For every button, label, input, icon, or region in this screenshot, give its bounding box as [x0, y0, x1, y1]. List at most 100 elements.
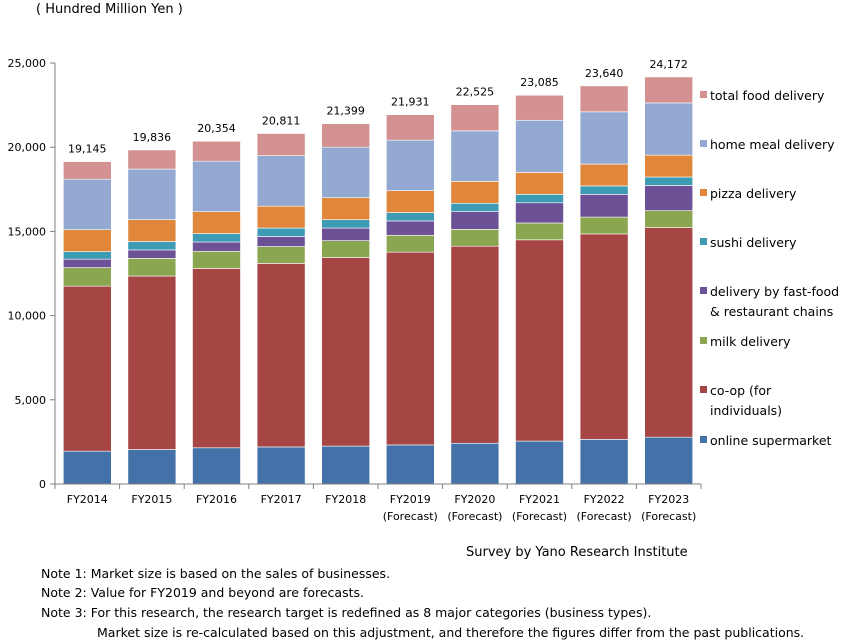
bar-segment [321, 197, 371, 220]
bar-segment [515, 222, 564, 241]
total-value-label: 19,145 [68, 143, 107, 156]
bar-segment [385, 444, 435, 485]
total-value-label: 22,525 [456, 86, 495, 99]
x-tick-label: FY2016 [196, 493, 237, 506]
bar-segment [62, 285, 112, 452]
bar-segment [579, 439, 629, 485]
legend: total food delivery home meal delivery piz… [700, 88, 839, 448]
bar-segment [644, 210, 694, 228]
bar-segment [644, 102, 694, 156]
x-tick-label: FY2017 [261, 493, 302, 506]
bar-segment [127, 219, 177, 242]
y-tick-label: 25,000 [8, 57, 47, 70]
bar-segment [321, 445, 371, 485]
bar-segment [450, 211, 500, 230]
bar-segment [192, 241, 241, 252]
bar-segment [127, 249, 177, 259]
bar-segment [515, 202, 564, 224]
bar-segment [579, 163, 629, 187]
bar-segment [256, 133, 306, 156]
bar-segment [385, 114, 435, 141]
legend-label: co-op (for [710, 383, 772, 398]
total-value-label: 23,640 [585, 67, 624, 80]
x-tick-sublabel: (Forecast) [383, 510, 438, 523]
bar-segment [385, 139, 435, 191]
legend-label: individuals) [710, 403, 782, 418]
legend-label: total food delivery [710, 88, 825, 103]
legend-swatch [700, 386, 707, 393]
bar-segment [62, 267, 112, 287]
bar-segment [385, 190, 435, 213]
bar-segment [127, 241, 177, 251]
x-tick-label: FY2020 [454, 493, 495, 506]
legend-label: milk delivery [710, 334, 791, 349]
legend-label: pizza delivery [710, 186, 797, 201]
x-tick-label: FY2018 [325, 493, 366, 506]
note-3-continued: Market size is re-calculated based on th… [97, 625, 805, 640]
total-value-label: 19,836 [133, 131, 172, 144]
bar-segment [515, 94, 564, 121]
x-tick-label: FY2023 [648, 493, 689, 506]
bar-segment [256, 246, 306, 264]
legend-swatch [700, 91, 707, 98]
x-tick-sublabel: (Forecast) [512, 510, 567, 523]
bar-segment [385, 212, 435, 222]
y-tick-label: 15,000 [8, 225, 47, 238]
bar-segment [515, 172, 564, 195]
bar-segment [321, 219, 371, 229]
x-tick-label: FY2019 [390, 493, 431, 506]
legend-swatch [700, 189, 707, 196]
bar-segment [321, 240, 371, 258]
bar-segment [127, 275, 177, 450]
legend-swatch [700, 140, 707, 147]
bar-segment [321, 257, 371, 447]
y-tick-label: 10,000 [8, 310, 47, 323]
bar-segment [450, 229, 500, 247]
bar-segment [644, 227, 694, 438]
y-tick-label: 5,000 [15, 394, 47, 407]
bar-segment [321, 123, 371, 148]
bar-segment [127, 168, 177, 220]
legend-label: & restaurant chains [710, 304, 833, 319]
bar-segment [192, 268, 241, 449]
bar-segment [579, 85, 629, 113]
stacked-bar-chart: 19,145 19,836 20,354 20,811 21,399 21,931 22,5… [8, 57, 840, 523]
bar-segment [62, 178, 112, 231]
bar-segment [62, 251, 112, 260]
bar-segment [62, 229, 112, 252]
legend-label: home meal delivery [710, 137, 835, 152]
bar-segment [579, 233, 629, 440]
bar-segment [321, 227, 371, 241]
bar-segment [644, 176, 694, 186]
note-3: Note 3: For this research, the research … [41, 605, 652, 620]
source-credit: Survey by Yano Research Institute [466, 545, 688, 560]
legend-swatch [700, 238, 707, 245]
bar-segment [579, 111, 629, 165]
bar-segment [450, 442, 500, 485]
bar-segment [127, 449, 177, 485]
bar-segment [579, 216, 629, 235]
bar-segment [450, 202, 500, 212]
bar-segment [644, 154, 694, 178]
bar-segment [450, 104, 500, 132]
axes: 0 5,000 10,000 15,000 20,000 25,000 FY2014 FY20… [8, 57, 702, 523]
bar-segment [644, 76, 694, 104]
total-value-label: 20,811 [262, 115, 301, 128]
y-tick-label: 0 [39, 478, 46, 491]
note-1: Note 1: Market size is based on the sale… [41, 566, 391, 581]
bar-segment [192, 211, 241, 234]
total-value-label: 23,085 [520, 76, 559, 89]
x-tick-label: FY2022 [584, 493, 625, 506]
bar-segment [256, 236, 306, 247]
bar-segment [321, 146, 371, 199]
bar-segment [450, 245, 500, 444]
bar-segment [579, 185, 629, 195]
bar-segment [192, 447, 241, 485]
legend-label: online supermarket [710, 433, 832, 448]
bar-segment [515, 194, 564, 204]
bar-segment [256, 446, 306, 485]
bar-segment [192, 250, 241, 269]
x-tick-sublabel: (Forecast) [577, 510, 632, 523]
bar-segment [256, 227, 306, 237]
legend-label: delivery by fast-food [710, 284, 839, 299]
